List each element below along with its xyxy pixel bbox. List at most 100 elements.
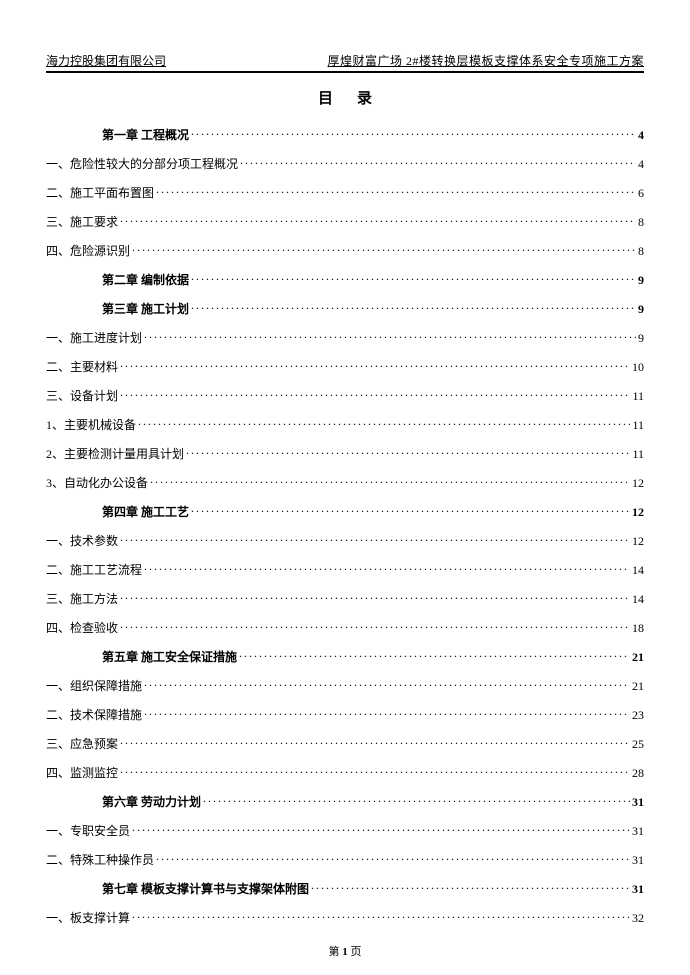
toc-chapter: 第五章 施工安全保证措施 21 — [102, 648, 644, 665]
toc-label: 3、自动化办公设备 — [46, 474, 148, 491]
toc-page-number: 11 — [632, 389, 644, 404]
toc-leader-dots — [120, 388, 630, 400]
toc-chapter: 第四章 施工工艺 12 — [102, 503, 644, 520]
toc-chapter: 第六章 劳动力计划31 — [102, 793, 644, 810]
toc-page-number: 31 — [632, 853, 644, 868]
toc-page-number: 11 — [632, 418, 644, 433]
toc-label: 第五章 施工安全保证措施 — [102, 648, 237, 665]
toc-entry: 二、特殊工种操作员 31 — [46, 851, 644, 868]
toc-label: 二、技术保障措施 — [46, 706, 142, 723]
toc-entry: 2、主要检测计量用具计划 11 — [46, 445, 644, 462]
toc-label: 一、组织保障措施 — [46, 677, 142, 694]
toc-entry: 一、组织保障措施21 — [46, 677, 644, 694]
toc-label: 第三章 施工计划 — [102, 300, 189, 317]
toc-leader-dots — [120, 359, 630, 371]
toc-page-number: 25 — [632, 737, 644, 752]
toc-leader-dots — [120, 620, 630, 632]
toc-label: 三、施工方法 — [46, 590, 118, 607]
toc-page-number: 32 — [632, 911, 644, 926]
toc-page-number: 8 — [638, 215, 644, 230]
toc-title: 目录 — [46, 87, 644, 108]
toc-page-number: 14 — [632, 592, 644, 607]
toc-entry: 四、监测监控 28 — [46, 764, 644, 781]
toc-leader-dots — [239, 649, 630, 661]
toc-label: 一、施工进度计划 — [46, 329, 142, 346]
toc-page-number: 9 — [638, 302, 644, 317]
toc-chapter: 第七章 模板支撑计算书与支撑架体附图 31 — [102, 880, 644, 897]
toc-entry: 一、板支撑计算 32 — [46, 909, 644, 926]
toc-leader-dots — [191, 272, 636, 284]
toc-page-number: 11 — [632, 447, 644, 462]
toc-leader-dots — [156, 185, 636, 197]
toc-page-number: 8 — [638, 244, 644, 259]
toc-entry: 三、施工方法 14 — [46, 590, 644, 607]
toc-entry: 三、施工要求8 — [46, 213, 644, 230]
toc-leader-dots — [240, 156, 636, 168]
toc-page-number: 28 — [632, 766, 644, 781]
toc-entry: 三、应急预案 25 — [46, 735, 644, 752]
table-of-contents: 第一章 工程概况 4 一、危险性较大的分部分项工程概况 4 二、施工平面布置图 6 三、施工… — [46, 126, 644, 926]
toc-page-number: 31 — [632, 795, 644, 810]
toc-label: 四、检查验收 — [46, 619, 118, 636]
toc-leader-dots — [120, 765, 630, 777]
header-doc-title: 厚煌财富广场 2#楼转换层模板支撑体系安全专项施工方案 — [327, 52, 644, 69]
toc-page-number: 6 — [638, 186, 644, 201]
toc-entry: 1、主要机械设备11 — [46, 416, 644, 433]
toc-page-number: 4 — [638, 128, 644, 143]
toc-entry: 3、自动化办公设备12 — [46, 474, 644, 491]
toc-leader-dots — [144, 330, 636, 342]
toc-label: 第七章 模板支撑计算书与支撑架体附图 — [102, 880, 309, 897]
toc-entry: 二、主要材料10 — [46, 358, 644, 375]
toc-entry: 四、危险源识别 8 — [46, 242, 644, 259]
toc-page-number: 23 — [632, 708, 644, 723]
footer-suffix: 页 — [348, 946, 362, 958]
toc-entry: 一、危险性较大的分部分项工程概况 4 — [46, 155, 644, 172]
toc-leader-dots — [132, 823, 630, 835]
footer-prefix: 第 — [329, 946, 343, 958]
toc-leader-dots — [191, 301, 636, 313]
toc-label: 一、技术参数 — [46, 532, 118, 549]
toc-label: 四、监测监控 — [46, 764, 118, 781]
toc-leader-dots — [138, 417, 630, 429]
toc-entry: 四、检查验收 18 — [46, 619, 644, 636]
toc-leader-dots — [144, 707, 630, 719]
toc-entry: 二、施工平面布置图 6 — [46, 184, 644, 201]
toc-label: 一、危险性较大的分部分项工程概况 — [46, 155, 238, 172]
toc-entry: 二、施工工艺流程14 — [46, 561, 644, 578]
toc-page-number: 14 — [632, 563, 644, 578]
toc-label: 第一章 工程概况 — [102, 126, 189, 143]
toc-leader-dots — [120, 736, 630, 748]
toc-leader-dots — [120, 591, 630, 603]
header-rule — [46, 71, 644, 73]
toc-leader-dots — [311, 881, 630, 893]
toc-leader-dots — [144, 678, 630, 690]
toc-page-number: 21 — [632, 650, 644, 665]
toc-page-number: 4 — [638, 157, 644, 172]
toc-leader-dots — [150, 475, 630, 487]
toc-label: 一、专职安全员 — [46, 822, 130, 839]
toc-leader-dots — [132, 910, 630, 922]
toc-label: 第四章 施工工艺 — [102, 503, 189, 520]
toc-entry: 一、技术参数 12 — [46, 532, 644, 549]
toc-label: 三、应急预案 — [46, 735, 118, 752]
toc-page-number: 18 — [632, 621, 644, 636]
toc-label: 二、特殊工种操作员 — [46, 851, 154, 868]
page-header: 海力控股集团有限公司 厚煌财富广场 2#楼转换层模板支撑体系安全专项施工方案 — [46, 52, 644, 69]
toc-leader-dots — [120, 214, 636, 226]
toc-label: 2、主要检测计量用具计划 — [46, 445, 184, 462]
toc-label: 二、施工平面布置图 — [46, 184, 154, 201]
toc-leader-dots — [144, 562, 630, 574]
toc-page-number: 12 — [632, 505, 644, 520]
toc-label: 四、危险源识别 — [46, 242, 130, 259]
toc-leader-dots — [203, 794, 630, 806]
header-company: 海力控股集团有限公司 — [46, 52, 166, 69]
toc-page-number: 31 — [632, 882, 644, 897]
page-footer: 第 1 页 — [0, 943, 690, 959]
toc-chapter: 第三章 施工计划 9 — [102, 300, 644, 317]
toc-entry: 二、技术保障措施 23 — [46, 706, 644, 723]
toc-page-number: 12 — [632, 534, 644, 549]
toc-chapter: 第二章 编制依据9 — [102, 271, 644, 288]
toc-label: 一、板支撑计算 — [46, 909, 130, 926]
toc-leader-dots — [186, 446, 630, 458]
toc-label: 三、设备计划 — [46, 387, 118, 404]
